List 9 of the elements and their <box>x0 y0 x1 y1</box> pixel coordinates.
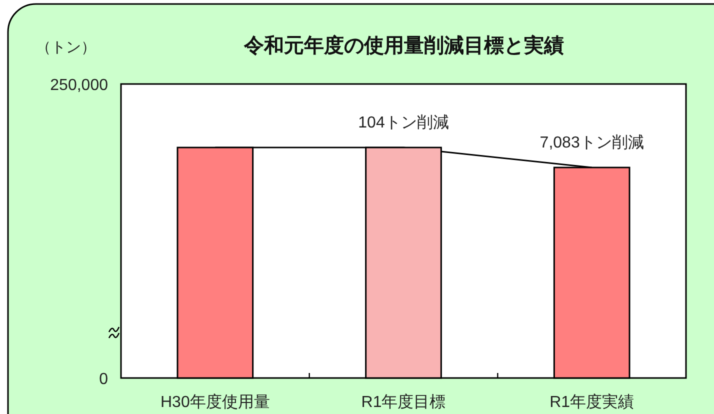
y-tick-label: 250,000 <box>50 77 108 94</box>
x-tick-label: H30年度使用量 <box>160 393 270 411</box>
y-axis-title: （トン） <box>36 39 96 56</box>
annotation: 7,083トン削減 <box>540 133 644 152</box>
x-tick-label: R1年度目標 <box>361 393 446 411</box>
x-tick-label: R1年度実績 <box>550 393 634 411</box>
chart-title: 令和元年度の使用量削減目標と実績 <box>243 34 564 57</box>
y-tick-label: 0 <box>99 371 108 388</box>
annotation: 104トン削減 <box>358 114 449 132</box>
